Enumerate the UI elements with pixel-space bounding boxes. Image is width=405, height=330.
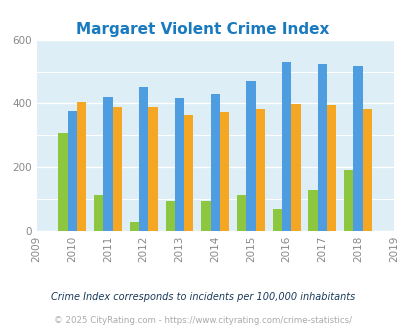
Bar [201, 201, 210, 231]
Bar [255, 109, 264, 231]
Bar [326, 105, 335, 231]
Bar [219, 112, 228, 231]
Bar [130, 222, 139, 231]
Bar [175, 98, 183, 231]
Bar [246, 81, 255, 231]
Bar [237, 195, 246, 231]
Text: Crime Index corresponds to incidents per 100,000 inhabitants: Crime Index corresponds to incidents per… [51, 292, 354, 302]
Bar [290, 104, 300, 231]
Text: Margaret Violent Crime Index: Margaret Violent Crime Index [76, 22, 329, 37]
Bar [139, 87, 148, 231]
Bar [308, 190, 317, 231]
Bar [148, 107, 157, 231]
Bar [165, 201, 175, 231]
Bar [58, 133, 68, 231]
Bar [362, 110, 371, 231]
Bar [272, 209, 281, 231]
Bar [353, 66, 362, 231]
Bar [77, 102, 86, 231]
Bar [68, 112, 77, 231]
Bar [210, 94, 219, 231]
Bar [317, 64, 326, 231]
Bar [343, 170, 353, 231]
Bar [281, 62, 290, 231]
Bar [94, 195, 103, 231]
Bar [103, 97, 112, 231]
Text: © 2025 CityRating.com - https://www.cityrating.com/crime-statistics/: © 2025 CityRating.com - https://www.city… [54, 315, 351, 325]
Bar [183, 115, 193, 231]
Bar [112, 107, 122, 231]
